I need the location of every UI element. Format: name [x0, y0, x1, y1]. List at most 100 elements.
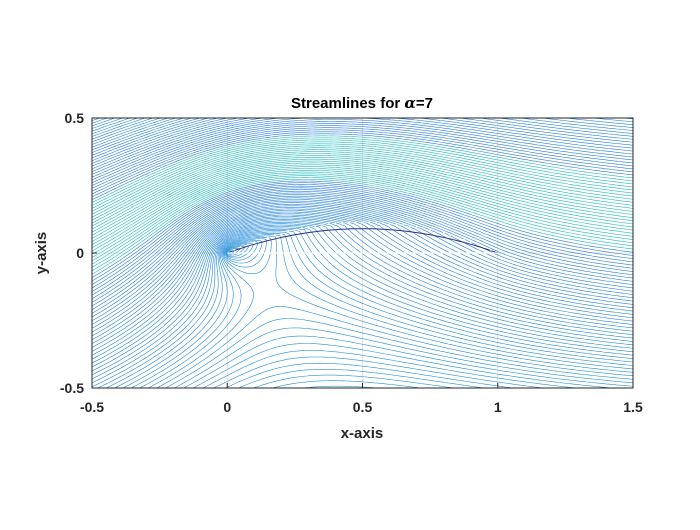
streamline	[92, 118, 633, 151]
surface-marker	[476, 243, 479, 246]
streamline	[92, 151, 633, 227]
surface-marker	[287, 230, 290, 233]
streamline	[92, 226, 633, 388]
surface-marker	[321, 224, 323, 226]
streamline	[92, 153, 633, 230]
streamline	[92, 194, 633, 307]
surface-marker	[334, 222, 337, 225]
airfoil	[227, 221, 498, 254]
surface-marker	[381, 222, 384, 224]
streamline	[92, 123, 633, 186]
streamline	[92, 217, 633, 364]
streamline	[92, 143, 633, 215]
streamline	[92, 189, 633, 296]
surface-marker	[456, 236, 459, 239]
y-tick-label: -0.5	[60, 380, 84, 396]
x-tick-label: 0	[223, 399, 231, 415]
streamline	[92, 118, 131, 132]
streamline	[92, 118, 146, 137]
streamline	[92, 118, 153, 140]
streamline	[92, 190, 633, 299]
streamline	[92, 149, 633, 224]
streamline	[92, 195, 633, 310]
y-tick-label: 0.5	[65, 110, 85, 126]
streamline	[92, 182, 633, 282]
streamline	[92, 211, 633, 348]
streamline	[92, 160, 633, 242]
streamline	[92, 118, 138, 135]
surface-marker	[422, 227, 425, 230]
surface-marker	[348, 221, 350, 224]
streamline	[92, 224, 633, 384]
streamline	[92, 170, 633, 258]
streamline	[92, 131, 633, 198]
surface-marker	[368, 221, 371, 224]
streamline	[92, 118, 633, 164]
streamline	[92, 219, 633, 368]
title-alpha: α	[404, 94, 416, 112]
surface-marker	[490, 249, 492, 251]
streamline	[92, 214, 633, 356]
surface-marker	[300, 227, 303, 230]
y-axis-label: y-axis	[33, 232, 50, 275]
y-ticks: -0.5 0 0.5	[60, 110, 97, 396]
streamline	[92, 175, 633, 268]
surface-marker	[253, 241, 256, 243]
streamline	[92, 118, 633, 178]
streamline	[92, 197, 633, 314]
streamline	[92, 118, 161, 143]
streamline	[92, 177, 633, 272]
surface-marker	[280, 232, 283, 235]
streamline	[225, 248, 514, 388]
streamline	[92, 171, 633, 262]
streamline	[92, 185, 633, 289]
surface-marker	[449, 234, 452, 237]
streamline	[92, 216, 633, 360]
surface-marker	[266, 236, 269, 239]
streamline	[92, 223, 633, 380]
streamline	[92, 222, 633, 376]
surface-marker	[483, 246, 486, 249]
surface-marker	[314, 225, 317, 227]
streamline	[92, 180, 633, 278]
streamline	[92, 173, 633, 265]
surface-marker	[354, 221, 357, 224]
surface-marker	[395, 223, 398, 226]
surface-marker	[429, 229, 432, 231]
streamline	[92, 192, 633, 303]
streamline	[92, 208, 633, 341]
streamline	[92, 205, 633, 333]
x-tick-label: 1.5	[623, 399, 643, 415]
streamline	[92, 118, 116, 127]
surface-marker	[293, 229, 296, 231]
surface-marker	[463, 238, 465, 241]
streamline	[92, 118, 633, 148]
x-tick-label: 0.5	[353, 399, 373, 415]
camber-line	[227, 228, 498, 254]
surface-marker	[435, 230, 438, 233]
surface-marker	[307, 226, 310, 229]
title-suffix: =7	[416, 95, 433, 112]
streamline	[92, 119, 633, 181]
surface-marker	[375, 221, 377, 224]
streamline	[92, 118, 123, 129]
streamline	[92, 118, 633, 161]
streamline	[92, 166, 633, 252]
x-ticks: -0.5 0 0.5 1 1.5	[80, 383, 643, 415]
streamline	[92, 118, 633, 167]
streamline	[165, 238, 633, 388]
surface-marker	[273, 234, 276, 237]
streamline	[92, 129, 633, 195]
surface-marker	[239, 246, 242, 249]
streamline	[92, 164, 633, 249]
x-axis-label: x-axis	[341, 425, 384, 442]
streamline	[92, 158, 633, 239]
streamline	[92, 118, 169, 145]
streamline	[92, 200, 633, 322]
streamline	[92, 118, 633, 170]
streamline	[97, 227, 633, 388]
surface-marker	[341, 222, 344, 224]
streamline	[92, 157, 633, 236]
